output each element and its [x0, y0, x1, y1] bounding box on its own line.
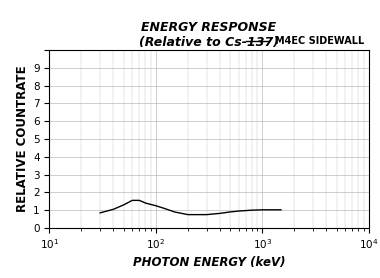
Legend: M4EC SIDEWALL: M4EC SIDEWALL	[242, 32, 369, 50]
X-axis label: PHOTON ENERGY (keV): PHOTON ENERGY (keV)	[133, 256, 285, 269]
Y-axis label: RELATIVE COUNTRATE: RELATIVE COUNTRATE	[16, 66, 29, 212]
Title: ENERGY RESPONSE
(Relative to Cs-137): ENERGY RESPONSE (Relative to Cs-137)	[139, 21, 279, 49]
